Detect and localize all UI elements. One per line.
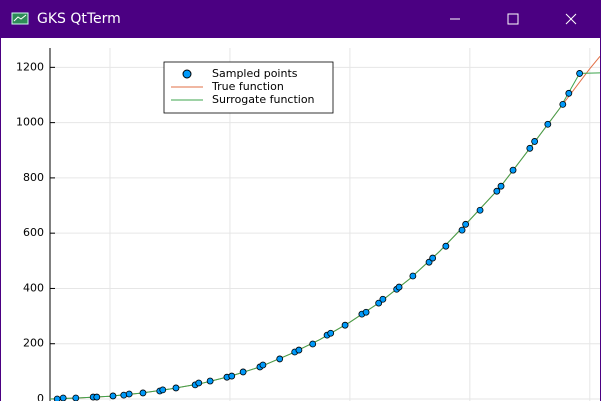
y-tick-label: 1000	[16, 116, 44, 129]
y-tick-label: 200	[23, 337, 44, 350]
point	[295, 346, 303, 354]
point	[139, 389, 147, 397]
point	[493, 187, 501, 195]
point	[565, 89, 573, 97]
point	[442, 242, 450, 250]
point	[559, 100, 567, 108]
point	[497, 182, 505, 190]
point	[159, 386, 167, 394]
point	[462, 220, 470, 228]
point	[526, 144, 534, 152]
point	[276, 355, 284, 363]
point	[544, 120, 552, 128]
title-bar: GKS QtTerm	[1, 0, 600, 38]
y-tick-label: 0	[37, 392, 44, 401]
point	[72, 394, 80, 401]
chart: 0 200 400 600 800 1000 1200 Sampled pointsTrue …	[16, 48, 600, 401]
legend-label: Sampled points	[212, 67, 298, 80]
point	[395, 283, 403, 291]
point	[228, 372, 236, 380]
point	[172, 384, 180, 392]
point	[362, 308, 370, 316]
point	[109, 392, 117, 400]
point	[429, 254, 437, 262]
point	[195, 379, 203, 387]
app-icon	[11, 12, 29, 25]
point	[409, 272, 417, 280]
point	[531, 138, 539, 145]
point	[125, 390, 133, 398]
y-tick-label: 1200	[16, 60, 44, 73]
point	[327, 329, 335, 337]
y-tick-label: 800	[23, 171, 44, 184]
minimize-button[interactable]	[426, 0, 484, 38]
close-button[interactable]	[542, 0, 600, 38]
line	[49, 72, 600, 400]
point	[309, 340, 317, 348]
point	[59, 394, 67, 401]
point	[458, 226, 466, 234]
y-tick-label: 600	[23, 226, 44, 239]
point	[341, 321, 349, 329]
point	[509, 166, 517, 174]
point	[206, 377, 214, 385]
point	[576, 70, 584, 77]
legend-label: True function	[211, 80, 284, 93]
point	[259, 361, 267, 369]
point	[93, 393, 101, 401]
point	[476, 206, 484, 214]
legend-marker	[182, 69, 192, 79]
y-tick-label: 400	[23, 281, 44, 294]
point	[379, 295, 387, 303]
point	[120, 391, 128, 399]
point	[239, 368, 247, 376]
point	[375, 299, 383, 307]
point	[53, 395, 61, 401]
legend-label: Surrogate function	[212, 93, 315, 106]
maximize-button[interactable]	[484, 0, 542, 38]
window-title: GKS QtTerm	[37, 11, 121, 27]
